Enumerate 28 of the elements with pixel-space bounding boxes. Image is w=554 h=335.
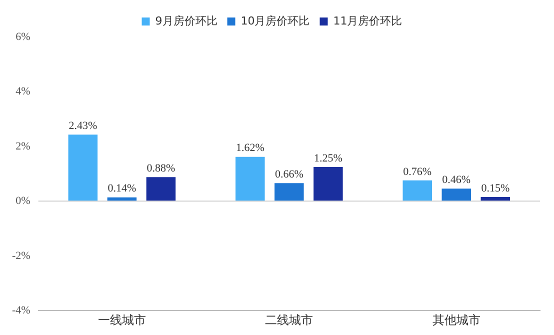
x-tick-label: 二线城市 [265, 312, 314, 327]
data-label: 0.88% [146, 162, 176, 174]
legend-label: 9月房价环比 [155, 14, 218, 28]
data-label: 2.43% [68, 120, 98, 132]
x-tick-label: 其他城市 [432, 312, 480, 327]
bar [314, 166, 343, 202]
y-tick-label: 6% [16, 30, 30, 43]
bar [68, 134, 98, 202]
y-tick-label: -2% [12, 250, 30, 262]
legend-label: 11月房价环比 [333, 14, 402, 28]
data-label: 0.14% [108, 182, 136, 195]
bar [402, 180, 432, 202]
x-tick-label: 一线城市 [98, 312, 146, 327]
data-label: 0.46% [442, 174, 471, 186]
bar [442, 188, 472, 202]
legend-label: 10月房价环比 [240, 14, 310, 28]
y-tick-label: 4% [16, 86, 30, 98]
bar [274, 183, 304, 202]
y-tick-label: 2% [16, 140, 30, 152]
y-tick-label: 0% [16, 195, 30, 208]
data-label: 0.66% [274, 168, 304, 180]
bar [146, 177, 176, 202]
data-label: 1.25% [314, 152, 342, 164]
data-label: 1.62% [236, 142, 264, 154]
data-label: 0.76% [403, 166, 432, 178]
data-label: 0.15% [481, 182, 510, 194]
y-tick-label: -4% [12, 304, 30, 316]
bar [236, 156, 265, 202]
